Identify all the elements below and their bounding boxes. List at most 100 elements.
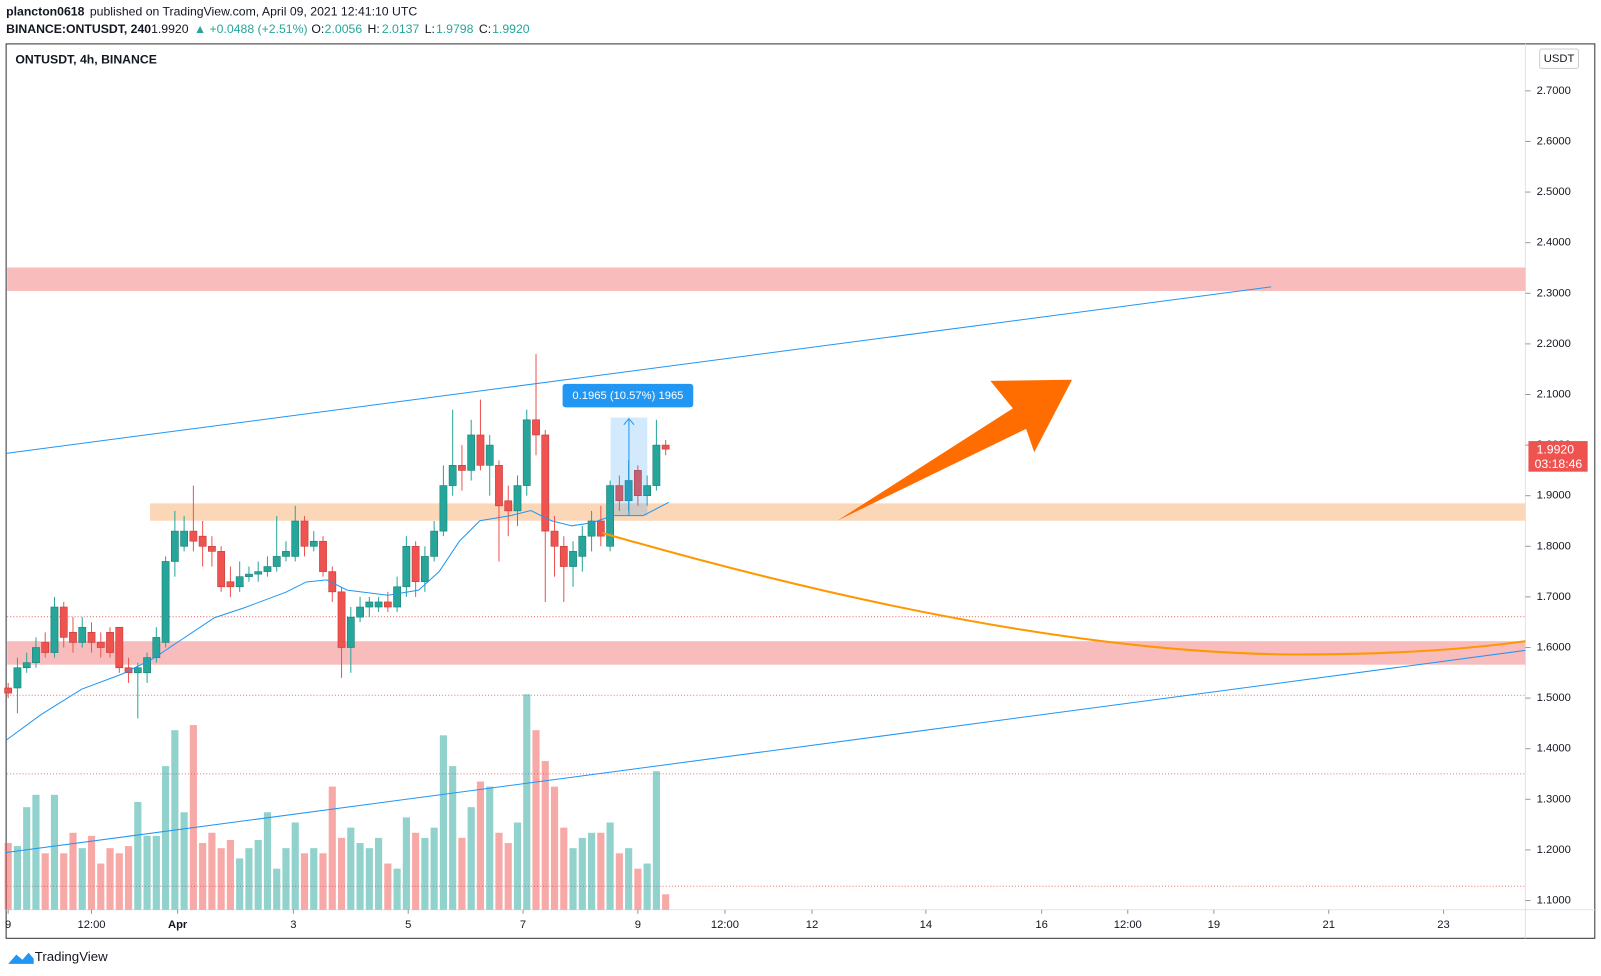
candle-body [337, 591, 346, 648]
volume-bar [328, 786, 336, 910]
published: published on TradingView.com, April 09, … [90, 4, 417, 18]
volume-bar [310, 848, 318, 910]
volume-bar [550, 786, 559, 910]
volume-bar [523, 694, 531, 910]
volume-bar [634, 868, 642, 910]
x-tick-label: 9 [5, 919, 11, 931]
volume-bar [597, 832, 605, 910]
candle-body [319, 540, 327, 572]
candle-body [4, 687, 13, 694]
volume-bar [569, 848, 577, 910]
logo-icon [8, 952, 34, 964]
candle-body [411, 545, 420, 583]
volume-bar [578, 837, 586, 910]
volume-bar [226, 839, 234, 910]
candle-body [365, 601, 374, 608]
volume-bar [50, 794, 59, 910]
candle-body [161, 561, 170, 643]
volume-bar [87, 835, 96, 910]
pivot-zone [150, 503, 1526, 521]
levels [7, 616, 1526, 887]
ema-line [5, 501, 669, 741]
volume-bar [60, 853, 68, 910]
o-label: O: [311, 22, 324, 36]
candle-body [596, 520, 605, 537]
last: 1.9920 [151, 22, 189, 36]
candle-body [383, 601, 392, 608]
symbol: BINANCE:ONTUSDT, 240 [6, 22, 151, 36]
h-label: H: [368, 22, 380, 36]
candle-body [615, 485, 624, 502]
volume-bar [643, 863, 651, 910]
volume-bar [143, 835, 151, 910]
candle-body [661, 444, 670, 450]
volume-bar [337, 837, 346, 910]
h: 2.0137 [382, 22, 420, 36]
trend-line [6, 649, 1526, 854]
candle-body [272, 556, 281, 567]
volume-bar [4, 843, 12, 910]
y-tick-label: 1.7000 [1537, 591, 1571, 603]
volume-bar [217, 848, 225, 910]
l-label: L: [425, 22, 435, 36]
y-tick-label: 2.5000 [1537, 186, 1571, 198]
logo: TradingView [35, 949, 108, 964]
measure-label-bg [562, 383, 694, 408]
arrow [837, 379, 1073, 521]
y-tick-label: 2.2000 [1537, 338, 1571, 350]
candle-body [652, 444, 661, 486]
candle-body [263, 566, 272, 572]
measure-arrow-head [623, 417, 635, 426]
volume-bar [606, 822, 614, 910]
candle-body [458, 465, 466, 471]
x-tick-label: 12:00 [1114, 919, 1142, 931]
x-tick-label: 9 [635, 919, 641, 931]
countdown: 03:18:46 [1535, 457, 1583, 471]
volume-bar [541, 760, 549, 910]
volume-bar [23, 807, 31, 910]
candle-body [309, 540, 318, 547]
candle-body [346, 616, 355, 648]
volume-bar [97, 863, 105, 910]
volume-bar [588, 832, 596, 910]
y-tick-label: 1.2000 [1537, 844, 1571, 856]
resistance-zone [7, 267, 1526, 291]
candle-body [41, 642, 50, 653]
volume-bar [236, 858, 244, 910]
projection-curve [602, 531, 1526, 656]
candle-body [69, 632, 77, 643]
candle-body [634, 470, 642, 497]
volume-bar [476, 781, 485, 910]
support-zone [7, 641, 1526, 665]
candles [4, 354, 670, 719]
candle-body [476, 434, 485, 466]
volume-bar [449, 766, 457, 910]
volume-bar [662, 894, 670, 910]
candle-body [96, 642, 105, 648]
y-tick-label: 1.9000 [1537, 490, 1571, 502]
o: 2.0056 [325, 22, 363, 36]
candle-body [522, 419, 531, 486]
volume-bar [356, 843, 364, 910]
volume-bar [384, 863, 392, 910]
x-tick-label: 12 [806, 919, 818, 931]
measure-label: 0.1965 (10.57%) 1965 [572, 390, 683, 402]
candle-body [532, 419, 540, 436]
candle-body [32, 647, 40, 663]
candle-body [245, 573, 253, 577]
y-tick-label: 1.1000 [1537, 894, 1571, 906]
candle-body [439, 485, 448, 532]
candle-body [59, 606, 68, 638]
y-tick-label: 2.7000 [1537, 85, 1571, 97]
trend-line [6, 286, 1272, 454]
x-tick-label: 3 [290, 919, 296, 931]
candle-body [328, 571, 337, 593]
volume-bar [273, 868, 281, 910]
candle-body [559, 545, 568, 567]
c: 1.9920 [492, 22, 530, 36]
chart-title: ONTUSDT, 4h, BINANCE [15, 52, 157, 66]
y-tick-label: 1.3000 [1537, 793, 1571, 805]
candle-body [430, 530, 439, 557]
candle-body [13, 667, 22, 689]
